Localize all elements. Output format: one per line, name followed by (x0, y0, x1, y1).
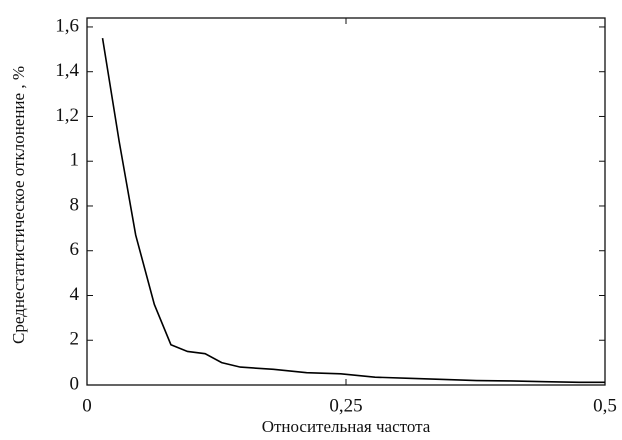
y-tick-label: 1,4 (55, 60, 79, 81)
y-axis-label: Среднестатистическое отклонение , % (9, 66, 28, 344)
y-tick-label: 2 (70, 329, 80, 350)
y-tick-label: 4 (70, 284, 80, 305)
x-tick-label: 0,5 (593, 395, 617, 416)
x-axis-label: Относительная частота (262, 417, 431, 436)
x-tick-label: 0,25 (329, 395, 362, 416)
line (101, 38, 605, 384)
y-tick-label: 1,2 (55, 105, 79, 126)
y-tick-label: 6 (70, 239, 80, 260)
y-tick-label: 1 (70, 150, 80, 171)
y-tick-label: 1,6 (55, 15, 79, 36)
y-tick-label: 0 (70, 373, 80, 394)
y-tick-label: 8 (70, 194, 80, 215)
x-tick-label: 0 (82, 395, 92, 416)
